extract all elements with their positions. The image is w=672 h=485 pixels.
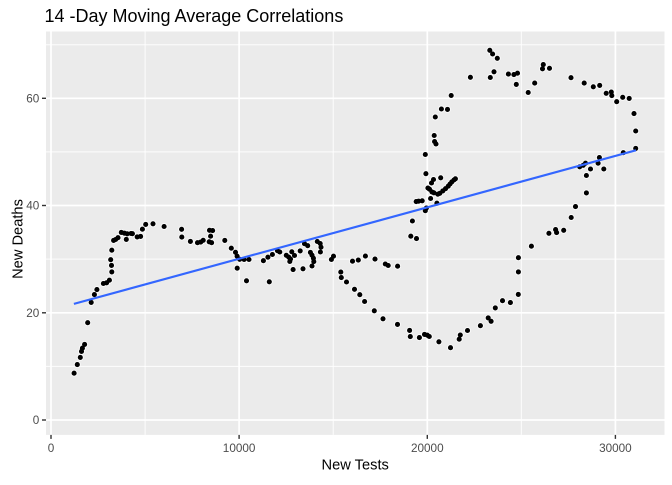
svg-text:New Deaths: New Deaths <box>10 199 26 279</box>
svg-text:60: 60 <box>26 92 40 105</box>
svg-text:20000: 20000 <box>411 442 444 455</box>
svg-text:0: 0 <box>33 414 40 427</box>
svg-text:14 -Day Moving Average Correla: 14 -Day Moving Average Correlations <box>45 6 344 26</box>
svg-text:20: 20 <box>26 307 40 320</box>
svg-text:0: 0 <box>48 442 55 455</box>
svg-text:40: 40 <box>26 200 40 213</box>
svg-text:10000: 10000 <box>223 442 256 455</box>
svg-text:New Tests: New Tests <box>322 457 389 473</box>
svg-text:30000: 30000 <box>599 442 632 455</box>
